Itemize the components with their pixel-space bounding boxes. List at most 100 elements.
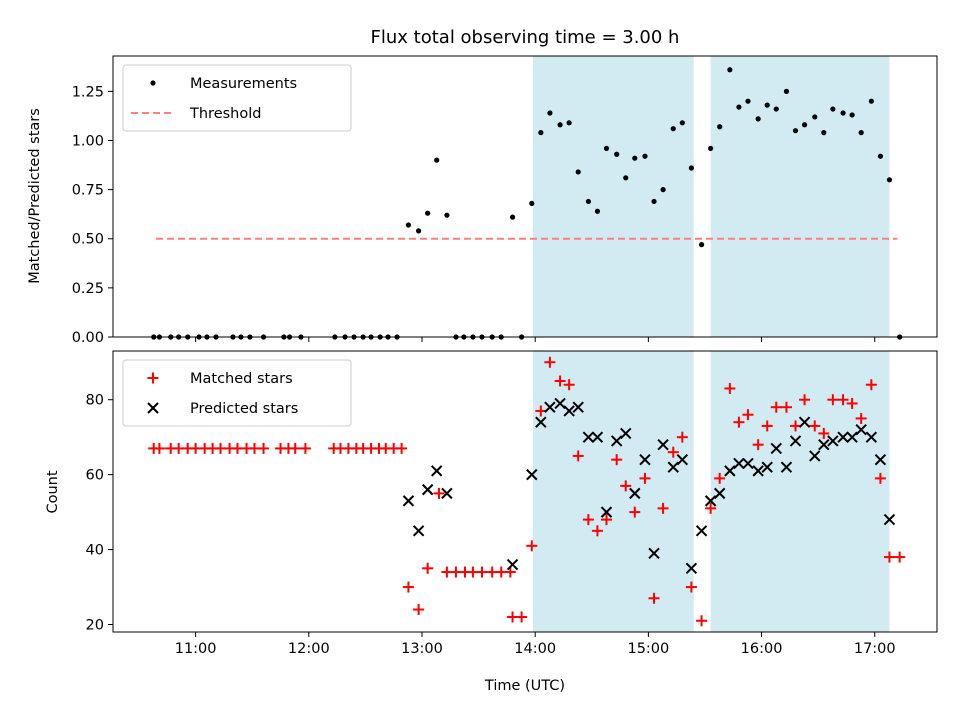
x-b bbox=[704, 495, 717, 507]
x-b bbox=[544, 401, 556, 413]
matched-star-point bbox=[696, 615, 708, 627]
x-b bbox=[506, 558, 519, 571]
measurement-point bbox=[529, 200, 535, 206]
predicted-star-point bbox=[770, 442, 782, 455]
matched-star-point bbox=[582, 514, 594, 526]
matched-star-point bbox=[714, 472, 726, 484]
top-legend: Measurements Threshold bbox=[122, 64, 352, 132]
matched-star-point bbox=[818, 427, 830, 439]
x-b bbox=[572, 401, 584, 413]
legend-label: Predicted stars bbox=[190, 401, 298, 417]
measurement-point bbox=[877, 153, 884, 159]
x-b bbox=[883, 513, 896, 526]
bottom-y-tick-label: 80 bbox=[86, 393, 104, 409]
matched-star-point bbox=[874, 472, 886, 484]
top-y-tick-label: 0.00 bbox=[72, 330, 104, 346]
matched-star-point bbox=[705, 502, 717, 514]
legend-label: Matched stars bbox=[190, 371, 293, 387]
measurement-point bbox=[727, 67, 733, 73]
matched-star-point bbox=[676, 431, 688, 443]
measurement-point bbox=[405, 222, 412, 228]
x-b bbox=[809, 450, 821, 462]
x-b bbox=[837, 431, 849, 443]
measurement-point bbox=[783, 88, 790, 94]
x-b bbox=[667, 461, 679, 473]
x-tick-label: 15:00 bbox=[627, 641, 669, 657]
predicted-star-point bbox=[620, 427, 632, 440]
matched-star-point bbox=[600, 514, 612, 526]
predicted-star-point bbox=[855, 423, 867, 436]
bottom-y-tick-label: 40 bbox=[86, 543, 104, 559]
legend-label: Measurements bbox=[190, 76, 297, 92]
matched-star-point bbox=[413, 604, 425, 616]
matched-star-point bbox=[402, 581, 414, 593]
x-b bbox=[600, 506, 613, 518]
matched-star-point bbox=[657, 502, 669, 514]
predicted-star-point bbox=[648, 547, 660, 560]
measurement-point bbox=[425, 210, 431, 216]
matched-star-point bbox=[855, 412, 867, 424]
x-b bbox=[657, 438, 669, 451]
matched-star-point bbox=[433, 487, 445, 499]
matched-star-point bbox=[396, 442, 408, 454]
measurement-point bbox=[858, 130, 864, 136]
measurement-point bbox=[679, 120, 685, 126]
matched-star-point bbox=[799, 394, 811, 406]
predicted-star-point bbox=[535, 416, 547, 428]
measurement-point bbox=[830, 106, 836, 112]
predicted-star-point bbox=[742, 457, 754, 470]
predicted-star-point bbox=[676, 453, 689, 466]
x-b bbox=[582, 431, 595, 443]
x-b bbox=[554, 397, 566, 410]
predicted-star-point bbox=[809, 450, 821, 462]
x-b bbox=[798, 416, 811, 428]
measurement-point bbox=[688, 165, 694, 171]
matched-star-point bbox=[611, 454, 623, 466]
measurement-point bbox=[651, 198, 657, 205]
x-b bbox=[724, 465, 736, 477]
x-tick-label: 12:00 bbox=[288, 641, 330, 657]
measurement-point bbox=[623, 175, 629, 181]
predicted-star-point bbox=[837, 431, 849, 443]
matched-star-point bbox=[504, 566, 516, 578]
x-b bbox=[591, 431, 604, 443]
x-b bbox=[789, 435, 802, 447]
x-tick-label: 17:00 bbox=[854, 641, 896, 657]
predicted-star-point bbox=[639, 453, 651, 466]
top-axes-frame bbox=[112, 55, 938, 338]
matched-star-point bbox=[742, 409, 754, 421]
x-b bbox=[431, 465, 443, 477]
x-b bbox=[535, 416, 547, 428]
x-b bbox=[421, 483, 434, 496]
top-y-tick-label: 1.25 bbox=[72, 84, 104, 100]
x-b bbox=[441, 487, 453, 500]
measurement-point bbox=[736, 104, 742, 110]
x-b bbox=[855, 423, 867, 436]
matched-star-point bbox=[770, 401, 782, 413]
matched-star-point bbox=[153, 442, 165, 454]
predicted-star-point bbox=[441, 487, 453, 500]
x-b bbox=[742, 457, 754, 470]
x-b bbox=[629, 487, 641, 500]
legend-label: Threshold bbox=[189, 106, 261, 122]
bottom-legend: Matched stars Predicted stars bbox=[122, 359, 352, 427]
x-b bbox=[620, 427, 632, 440]
x-b bbox=[874, 453, 887, 466]
x-tick-label: 16:00 bbox=[741, 641, 783, 657]
matched-star-point bbox=[620, 480, 632, 492]
x-b bbox=[412, 525, 425, 537]
measurement-point bbox=[509, 214, 516, 220]
chart-title: Flux total observing time = 3.00 h bbox=[371, 27, 680, 48]
measurement-point bbox=[603, 145, 610, 151]
legend-predicted-marker-b bbox=[147, 402, 159, 414]
x-b bbox=[752, 465, 764, 477]
measurement-point bbox=[812, 114, 818, 120]
matched-star-point bbox=[752, 439, 764, 451]
matched-star-point bbox=[535, 405, 547, 417]
x-b bbox=[685, 562, 698, 575]
x-b bbox=[761, 461, 773, 473]
x-tick-label: 11:00 bbox=[175, 641, 217, 657]
measurement-point bbox=[557, 122, 563, 128]
predicted-star-point bbox=[591, 431, 604, 443]
predicted-star-point bbox=[789, 435, 802, 447]
